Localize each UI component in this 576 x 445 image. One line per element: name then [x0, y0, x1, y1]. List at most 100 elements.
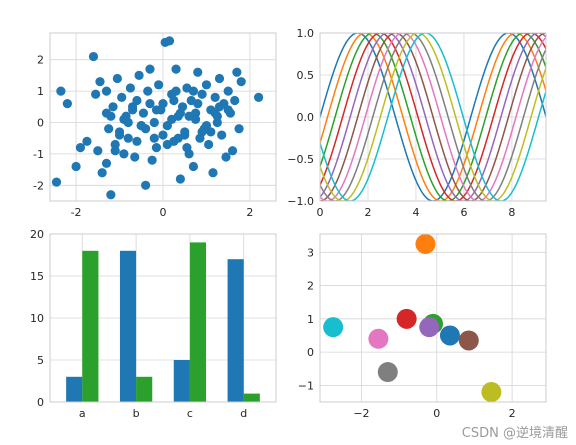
scatter-point — [175, 174, 185, 184]
scatter-point — [254, 92, 264, 102]
sine-series-line — [320, 33, 546, 201]
scatter-point — [169, 95, 179, 106]
scatter-point — [82, 136, 92, 146]
scatter-point — [221, 152, 231, 162]
scatter-point — [151, 105, 162, 115]
scatter-point — [458, 330, 479, 351]
scatter-point — [106, 190, 116, 200]
scatter-point — [173, 133, 183, 143]
scatter-plot-top-left: -2 0 2 -2 -1 0 1 2 — [33, 32, 277, 219]
sine-series-line — [320, 33, 546, 201]
scatter-point — [149, 117, 159, 128]
x-tick-label: 2 — [246, 206, 253, 219]
bar — [189, 242, 207, 402]
scatter-point — [134, 70, 144, 80]
scatter-point — [214, 102, 225, 112]
scatter-point — [227, 146, 238, 156]
y-tick-label: −1.0 — [287, 195, 314, 208]
scatter-point — [132, 136, 142, 146]
scatter-point — [167, 114, 177, 124]
scatter-point — [141, 180, 151, 190]
x-tick-label: 0 — [317, 206, 324, 219]
x-tick-label: 0 — [433, 407, 440, 420]
scatter-point — [119, 149, 129, 159]
scatter-point — [164, 36, 175, 46]
scatter-point — [75, 143, 86, 153]
bar — [243, 393, 260, 402]
scatter-point — [210, 92, 220, 102]
scatter-point — [88, 51, 99, 62]
scatter-point — [481, 382, 502, 403]
y-tick-label: 0 — [307, 346, 314, 359]
y-tick-label: -1 — [33, 148, 44, 161]
y-tick-label: -2 — [33, 179, 44, 192]
scatter-point — [97, 168, 107, 178]
scatter-point — [158, 130, 168, 140]
x-tick-label: a — [79, 407, 86, 420]
scatter-point — [106, 111, 116, 121]
grouped-bar-chart-bottom-left: a b c d 0 5 10 15 20 — [30, 228, 277, 420]
scatter-point — [154, 80, 164, 90]
y-tick-label: 15 — [30, 270, 44, 283]
scatter-point — [171, 64, 181, 74]
scatter-point — [162, 139, 172, 150]
y-tick-label: 10 — [30, 312, 44, 325]
scatter-point — [201, 80, 212, 90]
y-tick-label: 1.0 — [297, 27, 315, 40]
scatter-point — [147, 155, 157, 165]
y-tick-label: 0.0 — [297, 111, 315, 124]
scatter-point — [188, 161, 199, 172]
x-tick-label: 8 — [508, 206, 515, 219]
x-tick-label: -2 — [71, 206, 82, 219]
x-tick-label: c — [187, 407, 193, 420]
scatter-point — [95, 77, 105, 87]
sine-line-plot-top-right: 0 2 4 6 8 −1.0 −0.5 0.0 0.5 1.0 — [287, 27, 547, 219]
y-tick-label: 2 — [37, 54, 44, 67]
scatter-point — [223, 105, 233, 115]
y-tick-label: 20 — [30, 228, 44, 241]
y-tick-label: −1 — [298, 379, 314, 392]
axes-frame — [49, 32, 277, 202]
scatter-point — [62, 99, 72, 109]
scatter-point — [125, 83, 136, 93]
scatter-point — [145, 99, 155, 109]
x-tick-label: 0 — [160, 206, 167, 219]
scatter-point — [56, 86, 66, 96]
scatter-point — [214, 73, 225, 84]
scatter-point — [419, 317, 440, 338]
scatter-point — [396, 308, 417, 329]
scatter-point — [110, 146, 120, 156]
sine-series-line — [320, 33, 546, 201]
axes-frame — [319, 32, 547, 202]
bar — [66, 376, 83, 402]
scatter-point — [101, 86, 112, 96]
scatter-point — [114, 130, 125, 140]
x-tick-label: 6 — [460, 206, 467, 219]
scatter-point — [193, 67, 203, 77]
scatter-point — [217, 130, 227, 140]
scatter-point — [204, 139, 214, 150]
scatter-point — [93, 146, 103, 156]
scatter-point — [323, 317, 344, 338]
x-tick-label: b — [133, 407, 140, 420]
x-tick-label: 4 — [412, 206, 419, 219]
scatter-point — [188, 86, 199, 96]
scatter-point — [112, 73, 122, 84]
axes-frame — [319, 233, 547, 403]
scatter-point — [206, 127, 216, 137]
scatter-point — [234, 124, 244, 134]
scatter-point — [197, 89, 207, 99]
scatter-point — [232, 67, 242, 77]
x-tick-label: −2 — [353, 407, 369, 420]
scatter-point — [143, 86, 153, 96]
y-tick-label: 1 — [37, 85, 44, 98]
scatter-point — [212, 111, 222, 121]
y-tick-label: 3 — [307, 246, 314, 259]
scatter-point — [415, 233, 436, 254]
scatter-point — [158, 99, 168, 109]
scatter-point — [130, 152, 140, 162]
scatter-point — [171, 86, 181, 96]
colored-scatter-plot-bottom-right: −2 0 2 −1 0 1 2 3 — [298, 233, 547, 420]
x-tick-label: 2 — [364, 206, 371, 219]
